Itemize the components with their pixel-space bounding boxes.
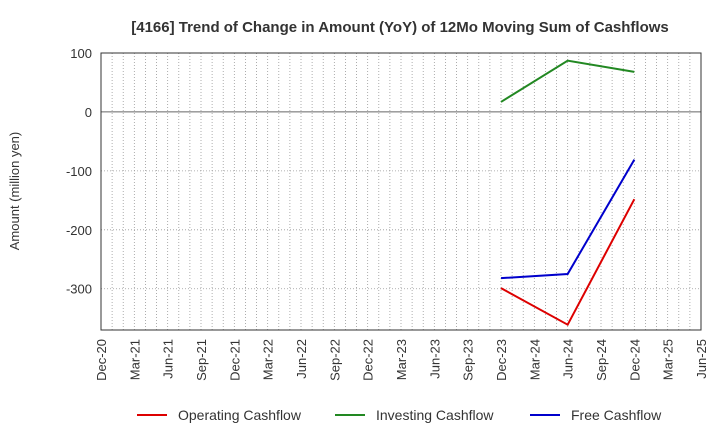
y-tick-label: 100 [70,46,92,61]
x-tick-labels: Dec-20 Mar-21 Jun-21 Sep-21 Dec-21 Mar-22 Jun-… [94,339,709,381]
plot-frame [100,52,702,331]
x-tick-label: Mar-25 [661,339,676,380]
series-line [500,159,636,280]
legend-label: Free Cashflow [571,407,662,423]
y-tick-label: -200 [66,223,92,238]
legend-label: Operating Cashflow [178,407,302,423]
series-line [500,59,635,103]
x-tick-label: Sep-24 [594,339,609,381]
x-tick-label: Sep-22 [327,339,342,381]
x-tick-label: Sep-21 [194,339,209,381]
chart-title: [4166] Trend of Change in Amount (YoY) o… [131,19,669,36]
series-line [500,198,636,327]
x-tick-label: Sep-23 [461,339,476,381]
legend-label: Investing Cashflow [376,407,494,423]
y-tick-labels: 100 0 -100 -200 -300 [66,46,92,297]
x-tick-label: Jun-22 [294,339,309,379]
x-tick-label: Dec-23 [494,339,509,381]
series-lines [500,59,636,327]
legend: Operating Cashflow Investing Cashflow Free… [137,407,662,423]
x-tick-label: Mar-23 [394,339,409,380]
x-tick-label: Jun-23 [427,339,442,379]
y-axis-label: Amount (million yen) [7,132,22,251]
x-tick-label: Mar-22 [261,339,276,380]
x-tick-label: Jun-24 [561,339,576,379]
x-tick-label: Mar-24 [527,339,542,380]
x-tick-label: Dec-20 [94,339,109,381]
y-tick-label: 0 [85,105,92,120]
x-tick-label: Jun-21 [161,339,176,379]
x-tick-label: Dec-24 [627,339,642,381]
y-tick-label: -300 [66,282,92,297]
x-tick-label: Jun-25 [694,339,709,379]
x-tick-label: Dec-22 [361,339,376,381]
x-tick-label: Dec-21 [227,339,242,381]
x-tick-label: Mar-21 [127,339,142,380]
grid [101,52,701,330]
y-tick-label: -100 [66,164,92,179]
